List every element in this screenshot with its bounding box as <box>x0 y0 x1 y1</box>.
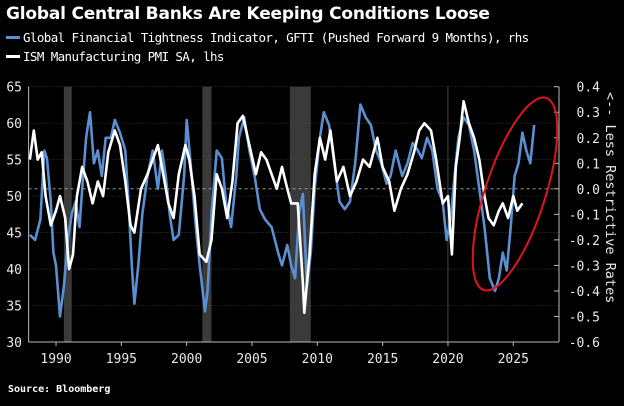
recession-band <box>289 86 311 342</box>
pmi-line <box>28 100 524 315</box>
x-tick-label: 2000 <box>171 352 202 367</box>
recession-band <box>202 86 212 342</box>
y-right-tick-label: -0.3 <box>569 259 600 274</box>
y-left-tick-label: 60 <box>6 117 22 132</box>
y-left-tick-label: 35 <box>6 300 22 315</box>
recession-band <box>63 86 72 342</box>
x-tick-label: 2015 <box>367 352 398 367</box>
legend-item-gfti: Global Financial Tightness Indicator, GF… <box>6 30 529 45</box>
legend-swatch-blue <box>6 36 20 39</box>
highlight-ellipse <box>471 96 559 292</box>
source-note: Source: Bloomberg <box>8 384 111 395</box>
right-axis-label: <-- Less Restrictive Rates <box>602 92 618 303</box>
y-left-tick-label: 50 <box>6 190 22 205</box>
x-tick-label: 1990 <box>40 352 71 367</box>
y-left-tick-label: 30 <box>6 336 22 351</box>
y-right-tick-label: -0.1 <box>569 208 600 223</box>
chart-title: Global Central Banks Are Keeping Conditi… <box>6 4 490 24</box>
y-left-tick-label: 45 <box>6 227 22 242</box>
y-left-tick-label: 40 <box>6 263 22 278</box>
y-left-tick-label: 55 <box>6 154 22 169</box>
x-tick-label: 2020 <box>432 352 463 367</box>
x-tick-label: 2010 <box>302 352 333 367</box>
legend-item-pmi: ISM Manufacturing PMI SA, lhs <box>6 49 224 64</box>
y-right-tick-label: 0.1 <box>577 157 600 172</box>
y-right-tick-label: 0.0 <box>577 183 600 198</box>
y-right-tick-label: 0.4 <box>577 81 601 96</box>
y-right-tick-label: -0.6 <box>569 336 600 351</box>
gfti-line <box>28 103 536 318</box>
y-right-tick-label: -0.2 <box>569 234 600 249</box>
x-tick-label: 2005 <box>236 352 267 367</box>
y-right-tick-label: -0.5 <box>569 310 600 325</box>
y-left-tick-label: 65 <box>6 81 22 96</box>
legend-label-pmi: ISM Manufacturing PMI SA, lhs <box>23 49 224 64</box>
x-tick-label: 2025 <box>498 352 529 367</box>
y-right-tick-label: 0.3 <box>577 106 600 121</box>
legend-swatch-white <box>6 55 20 58</box>
legend-label-gfti: Global Financial Tightness Indicator, GF… <box>23 30 529 45</box>
y-right-tick-label: -0.4 <box>569 285 600 300</box>
y-right-tick-label: 0.2 <box>577 132 600 147</box>
x-tick-label: 1995 <box>106 352 137 367</box>
